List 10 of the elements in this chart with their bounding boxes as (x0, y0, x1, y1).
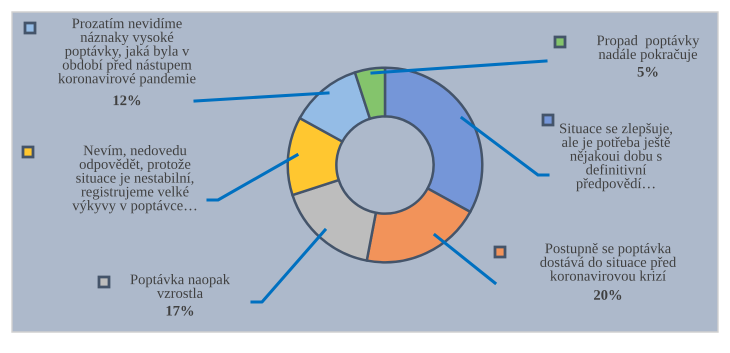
data-label: 12% (114, 95, 140, 106)
slice-label: Nevím, nedovedu odpovědět, protože situace je nestabilní, registrujeme velké výkyvy v poptávce… (72, 144, 196, 214)
data-label: 20% (594, 290, 622, 300)
slice-label: Prozatím nevidíme náznaky vysoké poptávky, jaká byla v období před nástupem koronavirové pandemie (58, 18, 196, 86)
slice-label: Postupně se poptávka dostává do situace před koronavirovou krizí (540, 243, 676, 281)
data-label: 5% (638, 66, 658, 77)
slice-label: Situace se zlepšuje, ale je potřeba ještě nějakoui dobu s definitivní předpovědí… (560, 123, 672, 192)
legend-label: Propad poptávky nadále pokračuje (596, 35, 700, 62)
data-label: 17% (166, 306, 194, 316)
legend-label: Poptávka naopak vzrostla (130, 274, 230, 298)
